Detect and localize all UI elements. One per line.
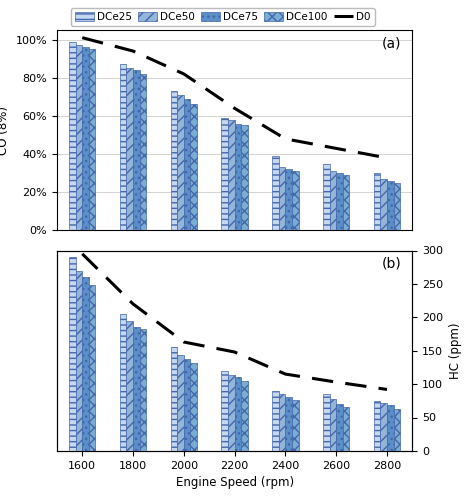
Bar <box>140 329 146 451</box>
Bar <box>241 125 248 230</box>
Bar <box>140 74 146 230</box>
Bar <box>89 49 95 230</box>
Bar <box>272 156 279 230</box>
X-axis label: Engine Speed (rpm): Engine Speed (rpm) <box>175 476 294 489</box>
Bar <box>235 124 241 230</box>
Bar <box>374 173 380 230</box>
Bar <box>184 99 191 230</box>
Text: (b): (b) <box>382 257 401 271</box>
Bar <box>279 167 285 230</box>
Bar <box>292 400 299 451</box>
Bar <box>76 271 82 451</box>
Bar <box>393 409 400 451</box>
Bar <box>343 407 349 451</box>
Bar <box>171 347 177 451</box>
Y-axis label: CO (8%): CO (8%) <box>0 106 10 155</box>
Bar <box>393 183 400 230</box>
Bar <box>285 169 292 230</box>
Bar <box>133 327 140 451</box>
Bar <box>221 118 228 230</box>
Bar <box>228 120 235 230</box>
Bar <box>228 375 235 451</box>
Bar <box>235 377 241 451</box>
Bar <box>69 257 76 451</box>
Legend: DCe25, DCe50, DCe75, DCe100, D0: DCe25, DCe50, DCe75, DCe100, D0 <box>71 8 374 26</box>
Bar <box>82 277 89 451</box>
Y-axis label: HC (ppm): HC (ppm) <box>449 323 462 379</box>
Bar <box>191 105 197 230</box>
Bar <box>127 321 133 451</box>
Bar <box>285 397 292 451</box>
Bar <box>374 401 380 451</box>
Bar <box>221 371 228 451</box>
Bar <box>120 65 127 230</box>
Bar <box>380 179 387 230</box>
Bar <box>272 391 279 451</box>
Bar <box>336 173 343 230</box>
Text: (a): (a) <box>382 36 401 50</box>
Bar <box>292 171 299 230</box>
Bar <box>177 355 184 451</box>
Bar <box>241 381 248 451</box>
Bar <box>171 91 177 230</box>
Bar <box>133 70 140 230</box>
Bar <box>329 399 336 451</box>
Bar <box>336 404 343 451</box>
Bar <box>177 95 184 230</box>
Bar <box>323 164 329 230</box>
Bar <box>343 175 349 230</box>
Bar <box>89 285 95 451</box>
Bar <box>279 394 285 451</box>
Bar <box>184 359 191 451</box>
Bar <box>191 363 197 451</box>
Bar <box>387 405 393 451</box>
Bar <box>69 42 76 230</box>
Bar <box>323 394 329 451</box>
Bar <box>76 45 82 230</box>
Bar <box>127 68 133 230</box>
Bar <box>329 171 336 230</box>
Bar <box>387 181 393 230</box>
Bar <box>380 403 387 451</box>
Bar <box>82 47 89 230</box>
Bar <box>120 314 127 451</box>
